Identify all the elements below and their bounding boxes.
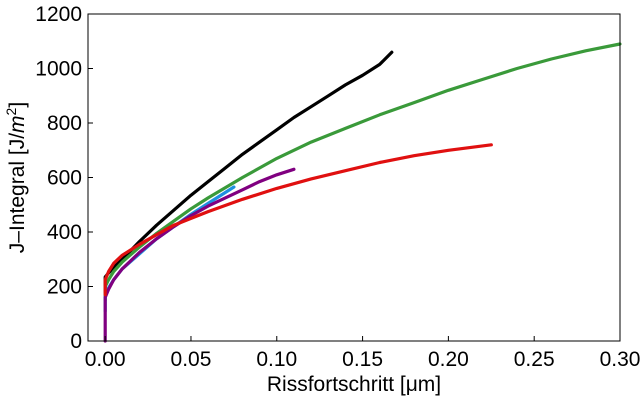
x-axis: 0.00 0.05 0.10 0.15 0.20 0.25 0.30 [85,336,641,371]
y-tick-label: 0 [70,330,82,353]
y-axis-title-prefix: J–Integral [J/ [6,133,29,253]
y-tick-label: 600 [47,167,82,190]
x-tick-label: 0.15 [342,348,383,371]
series-line-5 [103,143,493,297]
series-line-2 [103,42,622,302]
y-axis-title: J–Integral [J/m2] [3,102,29,253]
y-tick-label: 200 [47,276,82,299]
x-tick-label: 0.25 [514,348,555,371]
x-tick-label: 0.30 [600,348,641,371]
series-line-4 [103,167,296,343]
y-axis-title-exponent: 2 [3,107,19,115]
y-tick-label: 1000 [35,58,82,81]
y-axis: 0 200 400 600 800 1000 1200 [35,3,93,353]
series-line-1 [103,50,394,294]
series-line-3 [103,185,236,313]
x-tick-label: 0.05 [171,348,212,371]
series-layer [103,42,622,343]
x-tick-label: 0.20 [428,348,469,371]
y-axis-title-unit: m [6,115,29,133]
y-axis-title-suffix: ] [6,102,29,108]
y-tick-label: 800 [47,112,82,135]
y-tick-label: 400 [47,221,82,244]
x-tick-label: 0.00 [85,348,126,371]
x-tick-label: 0.10 [256,348,297,371]
x-axis-title: Rissfortschritt [μm] [267,373,441,396]
y-tick-label: 1200 [35,3,82,26]
